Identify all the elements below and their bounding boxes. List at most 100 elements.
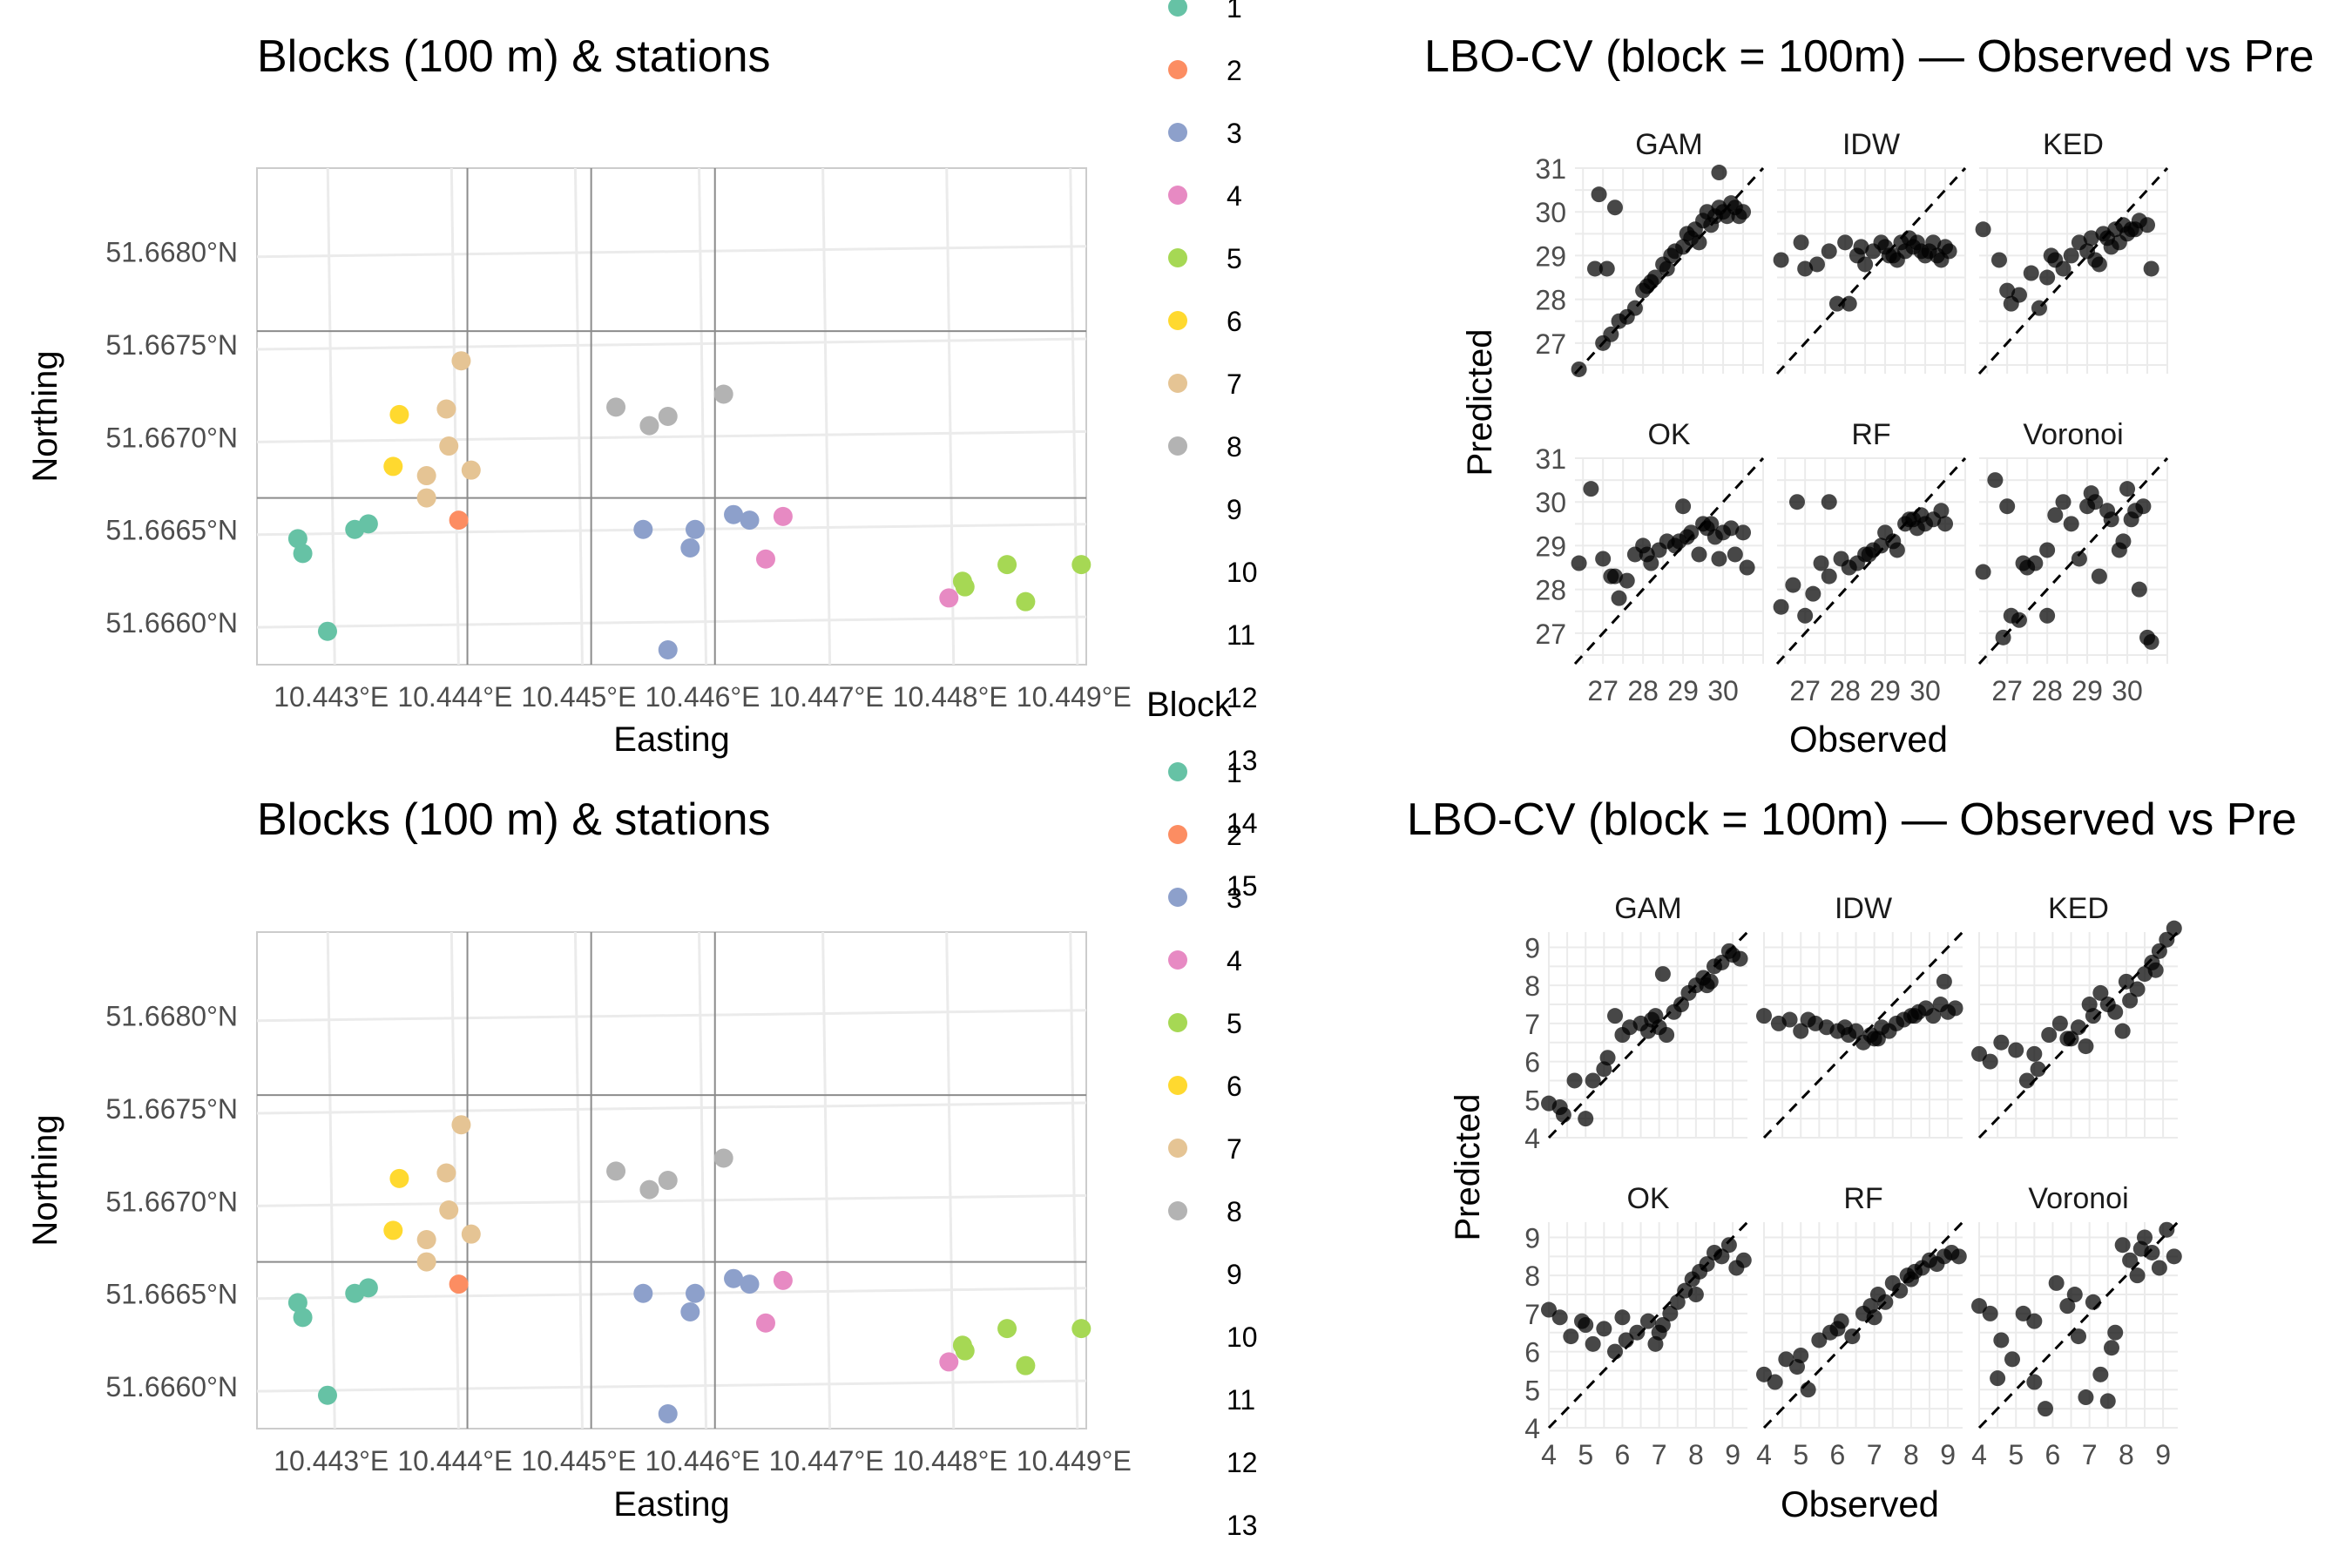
facet-voronoi: Voronoi 27 28 29 30: [1975, 418, 2169, 706]
prediction-point: [1639, 546, 1655, 563]
prediction-point: [2059, 1298, 2076, 1315]
prediction-point: [2081, 997, 2098, 1013]
station-point: [451, 1115, 471, 1135]
facet-strip-label: OK: [1647, 418, 1690, 451]
legend-label: 1: [1227, 757, 1242, 788]
prediction-point: [1877, 1294, 1894, 1310]
prediction-point: [1599, 1050, 1616, 1066]
prediction-point: [1629, 1324, 1646, 1341]
station-point: [713, 1148, 733, 1168]
station-point: [317, 621, 337, 641]
prediction-point: [2011, 612, 2027, 628]
prediction-point: [1975, 564, 1991, 580]
prediction-point: [1669, 1294, 1686, 1310]
station-point: [449, 1274, 469, 1294]
prediction-point: [2147, 962, 2164, 978]
facet-ytick-label: 5: [1524, 1375, 1540, 1406]
legend-label: 6: [1227, 1071, 1242, 1102]
map-ytick-label: 51.6665°N: [105, 1279, 238, 1310]
prediction-point: [1793, 1023, 1809, 1039]
facet-rf: RF 27 28 29 30: [1773, 418, 1967, 706]
map-title-top: Blocks (100 m) & stations: [257, 31, 771, 82]
facet-xtick-label: 4: [1541, 1439, 1557, 1470]
identity-line: [1762, 930, 1964, 1139]
scatter-ylabel-bottom: Predicted: [1449, 1094, 1487, 1241]
graticule-lat: [256, 1193, 1087, 1207]
prediction-point: [2018, 1072, 2035, 1089]
graticule-lon: [945, 931, 956, 1429]
station-point: [416, 1230, 436, 1250]
station-point: [436, 399, 456, 419]
map-ytick-label: 51.6680°N: [105, 1001, 238, 1032]
prediction-point: [1837, 234, 1854, 251]
identity-line: [1977, 166, 2169, 375]
prediction-point: [2159, 931, 2175, 948]
prediction-point: [1841, 295, 1857, 312]
facet-ytick-label: 8: [1524, 1260, 1540, 1292]
prediction-point: [1767, 1374, 1783, 1390]
station-point: [461, 1224, 481, 1244]
legend-label: 8: [1227, 431, 1242, 463]
prediction-point: [1821, 568, 1837, 585]
prediction-point: [1821, 494, 1837, 510]
prediction-point: [1971, 1045, 1987, 1062]
legend-label: 12: [1227, 1447, 1258, 1478]
prediction-point: [1596, 1321, 1612, 1337]
legend-key: [1168, 762, 1187, 781]
legend-label: 11: [1227, 619, 1255, 651]
prediction-point: [1646, 269, 1663, 286]
prediction-point: [1778, 1351, 1794, 1368]
station-point: [740, 1274, 760, 1294]
facet-voronoi: Voronoi 4 5 6 7 8 9: [1971, 1182, 2182, 1470]
prediction-point: [2132, 1240, 2149, 1257]
map-ytick-label: 51.6665°N: [105, 515, 238, 546]
map-gridlines-bottom: [256, 931, 1087, 1429]
facet-xtick-label: 6: [1615, 1439, 1631, 1470]
station-point: [416, 488, 436, 508]
station-point: [358, 514, 378, 534]
map-xticks-bottom: 10.443°E 10.444°E 10.445°E 10.446°E 10.447°E…: [274, 1445, 1132, 1477]
station-point: [293, 544, 313, 564]
prediction-point: [2143, 260, 2159, 277]
prediction-point: [1723, 520, 1740, 537]
prediction-point: [2055, 260, 2072, 277]
map-points-top: [287, 351, 1092, 659]
facet-ytick-label: 4: [1524, 1413, 1540, 1444]
prediction-point: [2004, 1351, 2020, 1368]
prediction-point: [1571, 361, 1587, 377]
prediction-point: [1578, 1317, 1594, 1333]
prediction-point: [2031, 300, 2047, 316]
map-xtick-label: 10.447°E: [769, 681, 884, 713]
prediction-point: [1640, 1313, 1656, 1329]
prediction-point: [1673, 997, 1689, 1013]
graticule-lon: [1069, 167, 1079, 666]
prediction-point: [1881, 247, 1897, 264]
station-point: [773, 1270, 793, 1290]
facet-idw: IDW: [1756, 892, 1964, 1139]
prediction-point: [1933, 503, 1950, 519]
station-point: [449, 510, 469, 531]
prediction-point: [1711, 165, 1727, 181]
prediction-point: [2092, 984, 2109, 1001]
map-title-bottom: Blocks (100 m) & stations: [257, 794, 771, 845]
prediction-point: [1583, 481, 1599, 497]
graticule-lon: [945, 167, 956, 666]
station-point: [955, 1341, 975, 1361]
prediction-point: [2114, 1023, 2131, 1039]
station-point: [633, 519, 653, 539]
facet-xtick-label: 28: [1829, 675, 1861, 706]
prediction-point: [1566, 1072, 1583, 1089]
prediction-point: [2129, 981, 2146, 997]
prediction-point: [2151, 1260, 2167, 1276]
facet-xtick-label: 7: [1867, 1439, 1882, 1470]
map-ytick-label: 51.6670°N: [105, 422, 238, 453]
prediction-point: [2159, 1221, 2175, 1238]
legend-label: 7: [1227, 1133, 1242, 1165]
prediction-point: [1889, 542, 1905, 558]
legend-label: 3: [1227, 118, 1242, 149]
identity-line: [1977, 456, 2169, 666]
map-xticks-top: 10.443°E 10.444°E 10.445°E 10.446°E 10.447°E…: [274, 681, 1132, 713]
prediction-point: [1828, 295, 1845, 312]
facet-xtick-label: 9: [2155, 1439, 2171, 1470]
map-ylabel-top: Northing: [26, 350, 64, 482]
